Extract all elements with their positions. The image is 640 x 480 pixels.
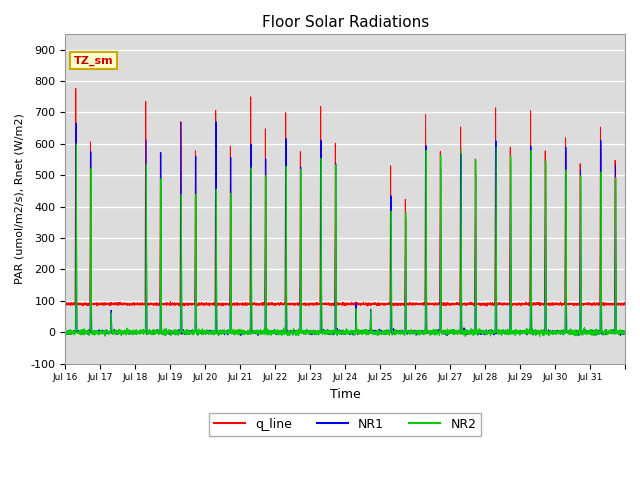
Title: Floor Solar Radiations: Floor Solar Radiations xyxy=(262,15,429,30)
Y-axis label: PAR (umol/m2/s), Rnet (W/m2): PAR (umol/m2/s), Rnet (W/m2) xyxy=(15,113,25,284)
NR1 xyxy=(541,328,548,334)
NR1 xyxy=(621,330,629,336)
NR2 xyxy=(526,330,534,336)
q_line xyxy=(499,301,507,307)
Line: NR1: NR1 xyxy=(65,122,625,336)
NR2 xyxy=(536,334,543,339)
NR2 xyxy=(366,329,374,335)
q_line xyxy=(527,161,534,167)
NR2 xyxy=(621,330,629,336)
Text: TZ_sm: TZ_sm xyxy=(74,56,113,66)
NR2 xyxy=(499,329,507,335)
X-axis label: Time: Time xyxy=(330,388,360,401)
q_line xyxy=(72,85,79,91)
q_line xyxy=(177,300,185,306)
NR2 xyxy=(72,141,80,147)
NR1 xyxy=(444,333,451,338)
NR2 xyxy=(61,331,69,337)
NR2 xyxy=(396,329,404,335)
NR1 xyxy=(212,119,220,125)
NR1 xyxy=(177,203,185,209)
NR1 xyxy=(366,327,374,333)
q_line xyxy=(366,301,374,307)
q_line xyxy=(248,303,255,309)
q_line xyxy=(621,300,629,306)
NR1 xyxy=(499,328,507,334)
NR1 xyxy=(61,330,69,336)
q_line xyxy=(61,300,69,306)
NR1 xyxy=(527,293,534,299)
Legend: q_line, NR1, NR2: q_line, NR1, NR2 xyxy=(209,413,481,436)
NR2 xyxy=(177,224,185,230)
q_line xyxy=(396,302,404,308)
NR2 xyxy=(541,331,548,337)
Line: q_line: q_line xyxy=(65,88,625,306)
NR1 xyxy=(396,330,404,336)
Line: NR2: NR2 xyxy=(65,144,625,336)
q_line xyxy=(541,266,548,272)
